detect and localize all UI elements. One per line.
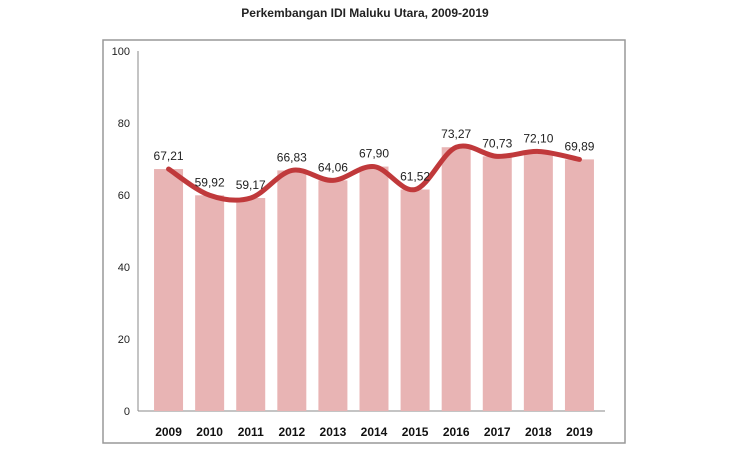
bar-2014 bbox=[359, 166, 389, 411]
data-label: 70,73 bbox=[482, 136, 512, 150]
data-label: 59,17 bbox=[236, 178, 266, 192]
data-label: 73,27 bbox=[441, 127, 471, 141]
chart-title: Perkembangan IDI Maluku Utara, 2009-2019 bbox=[241, 6, 489, 20]
bar-2019 bbox=[564, 159, 594, 411]
bar-2016 bbox=[441, 147, 471, 411]
chart-frame bbox=[102, 39, 626, 444]
data-label: 67,21 bbox=[154, 149, 184, 163]
bar-2013 bbox=[318, 180, 348, 411]
x-tick-label: 2018 bbox=[525, 425, 552, 439]
bar-2017 bbox=[482, 156, 512, 411]
y-tick-label: 80 bbox=[118, 118, 130, 130]
data-label: 72,10 bbox=[523, 131, 553, 145]
bar-2010 bbox=[195, 195, 225, 411]
data-label: 66,83 bbox=[277, 150, 307, 164]
x-tick-label: 2014 bbox=[361, 425, 388, 439]
y-tick-label: 40 bbox=[118, 262, 130, 274]
bar-2011 bbox=[236, 197, 266, 411]
y-tick-label: 60 bbox=[118, 190, 130, 202]
y-tick-label: 20 bbox=[118, 334, 130, 346]
data-label: 59,92 bbox=[195, 175, 225, 189]
data-label: 67,90 bbox=[359, 147, 389, 161]
bar-2015 bbox=[400, 189, 430, 411]
x-tick-label: 2016 bbox=[443, 425, 470, 439]
trend-line bbox=[166, 143, 582, 203]
bar-2018 bbox=[523, 151, 553, 411]
y-tick-label: 0 bbox=[124, 406, 130, 418]
x-tick-label: 2019 bbox=[566, 425, 593, 439]
x-tick-label: 2009 bbox=[155, 425, 182, 439]
data-label: 69,89 bbox=[564, 139, 594, 153]
x-tick-label: 2013 bbox=[320, 425, 347, 439]
data-label: 61,52 bbox=[400, 170, 430, 184]
x-tick-label: 2017 bbox=[484, 425, 511, 439]
x-tick-label: 2011 bbox=[238, 425, 264, 439]
plot-area: 0 20 40 60 80 100 2009 2010 2011 2012 2013 2014 2015… bbox=[112, 46, 605, 439]
x-tick-label: 2012 bbox=[278, 425, 305, 439]
x-tick-label: 2010 bbox=[196, 425, 223, 439]
y-tick-label: 100 bbox=[112, 46, 130, 58]
data-label: 64,06 bbox=[318, 160, 348, 174]
bar-2009 bbox=[154, 169, 184, 411]
bar-2012 bbox=[277, 170, 307, 411]
x-tick-label: 2015 bbox=[402, 425, 429, 439]
